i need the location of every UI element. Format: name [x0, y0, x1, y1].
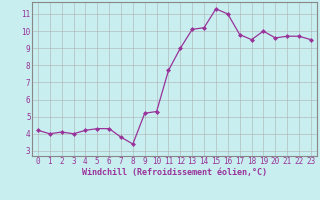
X-axis label: Windchill (Refroidissement éolien,°C): Windchill (Refroidissement éolien,°C) — [82, 168, 267, 177]
